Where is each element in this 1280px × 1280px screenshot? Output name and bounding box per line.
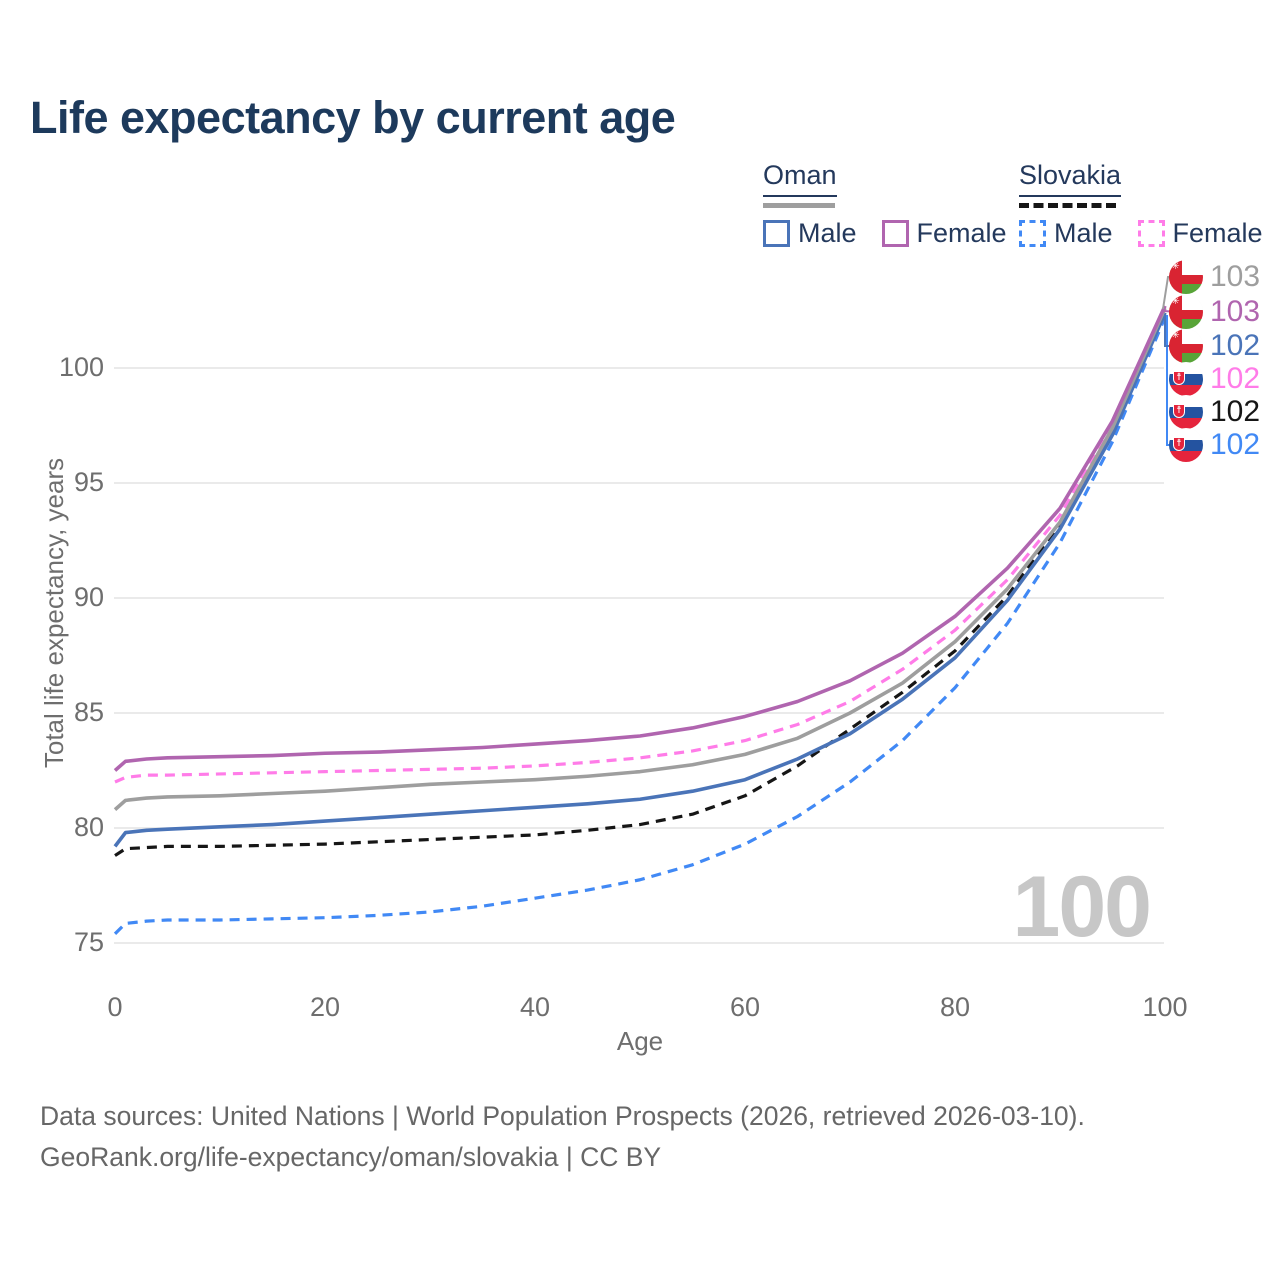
legend-country-oman-label: Oman [763, 160, 837, 197]
end-value-label: 102 [1210, 362, 1261, 395]
end-value-label: 102 [1210, 329, 1261, 362]
footer: Data sources: United Nations | World Pop… [40, 1096, 1085, 1178]
x-tick-label: 20 [309, 992, 341, 1022]
end-label-row: 102 [1169, 361, 1260, 397]
x-tick-label: 60 [729, 992, 761, 1022]
y-tick-label: 90 [73, 582, 104, 612]
slovakia-flag-icon [1169, 395, 1203, 429]
legend-item-oman-male[interactable]: Male [763, 218, 857, 249]
legend-country-oman[interactable]: Oman [763, 160, 1007, 197]
x-tick-label: 80 [939, 992, 971, 1022]
slovakia-female-swatch-icon [1137, 220, 1165, 247]
end-label-row: 103 [1169, 294, 1260, 330]
oman-flag-icon [1169, 260, 1203, 294]
oman-total-line-sample [763, 203, 835, 208]
legend-item-slovakia-female[interactable]: Female [1137, 218, 1263, 249]
footer-url-line: GeoRank.org/life-expectancy/oman/slovaki… [40, 1142, 662, 1172]
legend-group-slovakia: Slovakia Male Female [1019, 160, 1263, 249]
series-line-oman [113, 307, 1167, 811]
oman-flag-icon [1169, 329, 1203, 363]
y-tick-label: 95 [73, 467, 104, 497]
legend-slovakia-male-label: Male [1054, 218, 1113, 248]
end-label-row: 102 [1169, 394, 1260, 430]
legend-slovakia-female-label: Female [1172, 218, 1263, 248]
x-tick-label: 100 [1142, 992, 1188, 1022]
legend-oman-male-label: Male [798, 218, 857, 248]
y-tick-label: 80 [73, 812, 104, 842]
series-line-slovakia [114, 312, 1167, 857]
x-tick-label: 40 [519, 992, 551, 1022]
slovakia-flag-icon [1169, 362, 1203, 396]
series-line-slovakia-male [113, 316, 1167, 935]
y-tick-label: 85 [73, 697, 104, 727]
watermark-age-100: 100 [1012, 859, 1153, 955]
legend-oman-female-label: Female [916, 218, 1007, 248]
x-tick-label: 0 [107, 992, 123, 1022]
end-value-label: 102 [1210, 428, 1261, 461]
gridlines [114, 367, 1164, 944]
slovakia-total-line-sample [1019, 203, 1116, 208]
series-line-oman-female [113, 305, 1167, 772]
legend-item-oman-female[interactable]: Female [881, 218, 1007, 249]
end-value-label: 103 [1210, 260, 1261, 293]
y-axis-title: Total life expectancy, years [39, 457, 69, 769]
end-value-label: 102 [1210, 395, 1261, 428]
y-tick-label: 100 [58, 352, 104, 382]
end-label-row: 102 [1169, 427, 1260, 463]
end-label-row: 103 [1169, 259, 1260, 295]
y-tick-label: 75 [73, 927, 104, 957]
page-title: Life expectancy by current age [30, 92, 676, 143]
end-label-row: 102 [1169, 328, 1260, 364]
oman-flag-icon [1169, 295, 1203, 329]
legend-country-slovakia[interactable]: Slovakia [1019, 160, 1263, 197]
footer-source-line: Data sources: United Nations | World Pop… [40, 1101, 1085, 1131]
slovakia-flag-icon [1169, 428, 1203, 462]
oman-male-swatch-icon [763, 220, 790, 247]
oman-female-swatch-icon [881, 220, 909, 247]
legend-country-slovakia-label: Slovakia [1019, 160, 1122, 197]
x-axis-title: Age [616, 1026, 664, 1056]
series-line-oman-male [113, 312, 1167, 848]
legend-group-oman: Oman Male Female [763, 160, 1007, 249]
series-line-slovakia-female [114, 309, 1167, 784]
legend-item-slovakia-male[interactable]: Male [1019, 218, 1113, 249]
end-value-label: 103 [1210, 295, 1261, 328]
slovakia-male-swatch-icon [1019, 220, 1046, 247]
chart-series-lines [113, 305, 1167, 935]
